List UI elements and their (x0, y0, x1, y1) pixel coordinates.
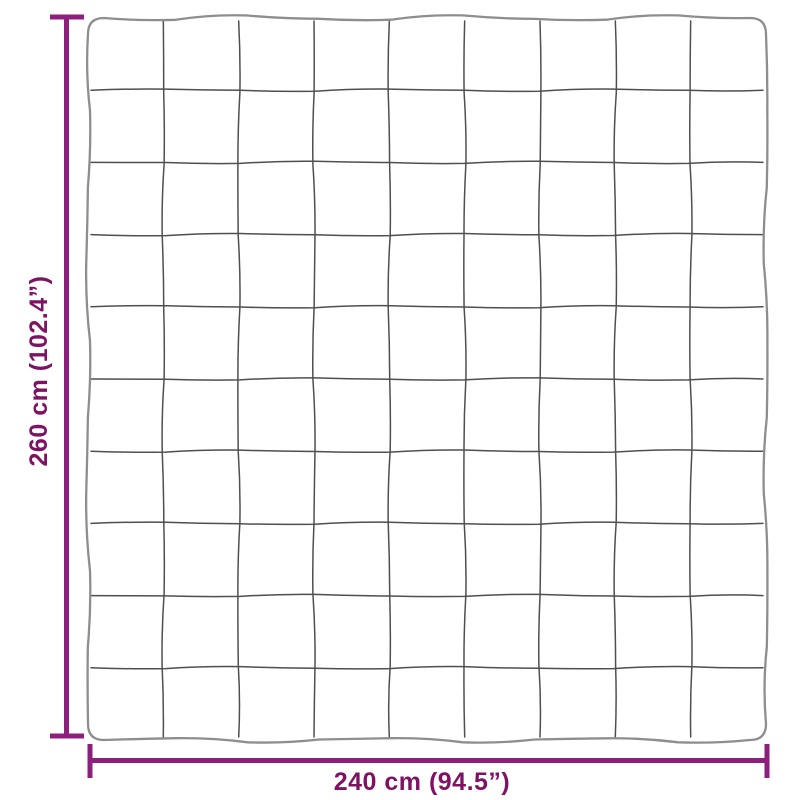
quilt-grid-hline (90, 665, 764, 670)
width-dimension-label: 240 cm (94.5”) (334, 768, 511, 796)
quilt-grid-hline (90, 449, 764, 454)
quilt-grid-hline (90, 521, 764, 526)
quilt-grid-hline (90, 593, 764, 598)
quilt-grid-hline (90, 232, 764, 237)
quilt-grid-vline (311, 20, 316, 738)
height-dimension: 260 cm (102.4”) (25, 14, 84, 739)
blanket-outline (84, 14, 769, 744)
blanket-quilt-grid (84, 14, 769, 744)
quilt-grid-vline (538, 20, 542, 738)
quilt-grid-hline (90, 377, 764, 381)
width-dimension: 240 cm (94.5”) (87, 744, 770, 796)
quilt-grid-hline (90, 88, 764, 93)
quilt-grid-vline (463, 20, 467, 738)
quilt-grid-vline (237, 20, 241, 738)
quilt-grid-hline (90, 160, 764, 165)
height-dimension-label: 260 cm (102.4”) (25, 276, 53, 467)
quilt-grid-vline (689, 20, 693, 738)
quilt-grid-hline (90, 304, 764, 309)
